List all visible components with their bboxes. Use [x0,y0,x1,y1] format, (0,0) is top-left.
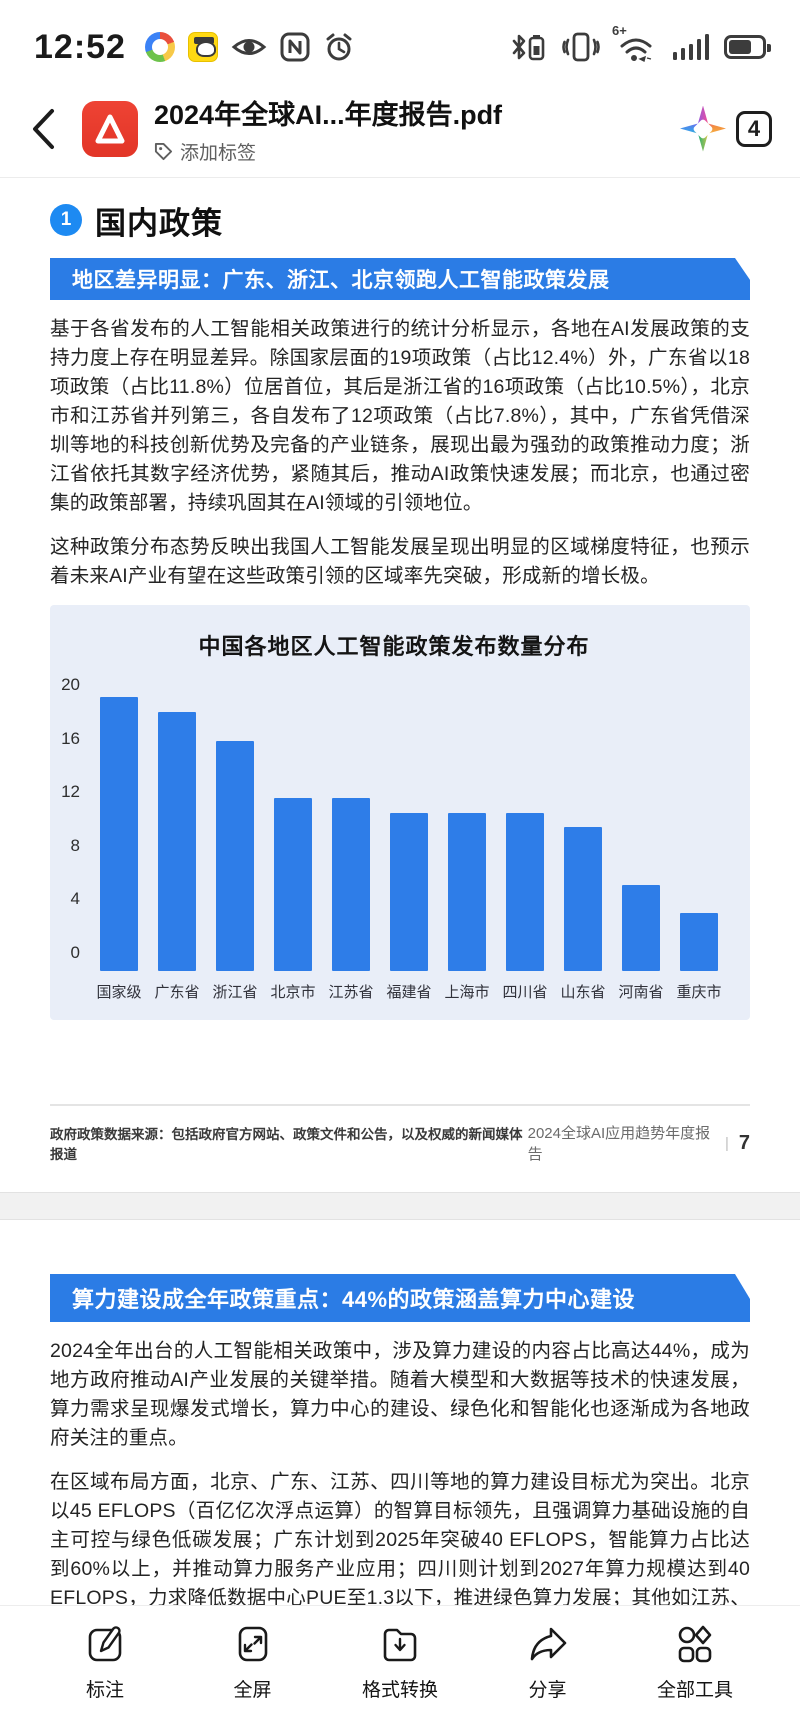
footer-report-title: 2024全球AI应用趋势年度报告 [527,1125,711,1163]
back-chevron-icon [33,108,54,149]
bar-广东省 [158,711,196,971]
y-tick-16: 16 [61,728,80,748]
chart-y-axis: 20 16 12 8 4 0 [60,675,90,963]
fullscreen-button[interactable]: 全屏 [208,1622,298,1727]
fullscreen-icon [238,1626,267,1662]
section-number-badge: 1 [50,204,82,236]
chart-title: 中国各地区人工智能政策发布数量分布 [198,634,590,659]
footer-page-number: 7 [738,1131,750,1154]
bluetooth-battery-icon [506,32,548,62]
page-footer: 政府政策数据来源：包括政府官方网站、政策文件和公告，以及权威的新闻媒体报道 20… [50,1104,750,1164]
x-label-北京市: 北京市 [270,984,316,1001]
bar-河南省 [622,884,660,971]
footer-separator: | [724,1134,729,1152]
x-label-广东省: 广东省 [154,984,200,1001]
pinwheel-app-icon [144,32,175,62]
tool-label: 分享 [528,1680,567,1701]
page-break-gap [0,1192,800,1220]
x-label-浙江省: 浙江省 [212,984,258,1001]
ai-sparkle-icon[interactable] [680,105,726,152]
bar-北京市 [274,798,312,971]
alarm-icon [323,32,355,62]
paragraph: 这种政策分布态势反映出我国人工智能发展呈现出明显的区域梯度特征，也预示着未来AI… [50,536,750,587]
footer-source-note: 政府政策数据来源：包括政府官方网站、政策文件和公告，以及权威的新闻媒体报道 [50,1127,523,1162]
y-tick-20: 20 [61,675,80,694]
bottom-toolbar: 标注 全屏 格式转换 分享 全部工具 [0,1605,800,1727]
document-title: 2024年全球AI...年度报告.pdf [154,99,503,130]
x-label-山东省: 山东省 [560,984,606,1001]
section-banner: 算力建设成全年政策重点：44%的政策涵盖算力中心建设 [50,1274,750,1322]
x-label-江苏省: 江苏省 [328,984,374,1001]
tab-count-button[interactable]: 4 [736,110,772,147]
battery-icon [724,35,771,59]
bar-山东省 [564,827,602,971]
y-tick-8: 8 [70,835,80,855]
section-title: 国内政策 [95,205,223,241]
status-time: 12:52 [34,27,126,66]
vibrate-icon [561,31,601,63]
x-label-重庆市: 重庆市 [676,984,722,1001]
add-tag-button[interactable]: 添加标签 [154,138,674,165]
status-bar: 12:52 6+ [0,0,800,80]
section-banner: 地区差异明显：广东、浙江、北京领跑人工智能政策发展 [50,258,750,300]
paragraph: 2024全年出台的人工智能相关政策中，涉及算力建设的内容占比高达44%，成为地方… [50,1340,750,1449]
tool-label: 标注 [85,1680,124,1701]
annotate-icon [88,1626,122,1662]
y-tick-12: 12 [61,782,80,802]
tab-count: 4 [747,115,761,141]
bar-国家级 [100,697,138,971]
signal-icon [671,32,711,62]
bar-上海市 [448,812,486,971]
bar-四川省 [506,812,544,971]
x-label-河南省: 河南省 [618,984,664,1001]
convert-button[interactable]: 格式转换 [355,1622,445,1727]
pdf-app-icon [82,100,138,157]
bar-福建省 [390,812,428,971]
bar-江苏省 [332,798,370,971]
back-button[interactable] [30,99,74,159]
all-tools-icon [678,1625,712,1663]
tool-label: 全部工具 [656,1680,733,1701]
convert-icon [383,1628,417,1662]
y-tick-4: 4 [70,889,80,909]
eye-protection-icon [231,32,267,62]
tool-label: 全屏 [233,1680,272,1701]
paragraph: 基于各省发布的人工智能相关政策进行的统计分析显示，各地在AI发展政策的支持力度上… [50,318,750,514]
x-label-国家级: 国家级 [96,984,142,1001]
y-tick-0: 0 [70,942,80,962]
share-icon [530,1627,566,1661]
chart-bars [90,683,728,971]
tool-label: 格式转换 [361,1680,438,1701]
bar-浙江省 [216,740,254,971]
tag-icon [154,142,173,160]
footer-divider [50,1104,750,1106]
add-tag-label: 添加标签 [180,142,257,164]
all-tools-button[interactable]: 全部工具 [650,1622,740,1727]
chart-x-labels: 国家级 广东省 浙江省 北京市 江苏省 福建省 上海市 四川省 山东省 河南省 重庆市 [90,981,728,1002]
wifi-badge: 6+ [612,23,627,38]
wifi6-icon: 6+ [612,23,658,64]
pdf-page-7: 1 国内政策 地区差异明显：广东、浙江、北京领跑人工智能政策发展 基于各省发布的… [0,198,800,1164]
share-button[interactable]: 分享 [503,1622,593,1727]
header-bar: 2024年全球AI...年度报告.pdf 添加标签 4 [0,80,800,178]
annotate-button[interactable]: 标注 [60,1622,150,1727]
x-label-四川省: 四川省 [502,984,548,1001]
policy-bar-chart: 中国各地区人工智能政策发布数量分布 20 16 12 8 4 0 国家级 广东省 浙江省 北京市… [50,605,750,1020]
nfc-icon [280,32,310,62]
x-label-上海市: 上海市 [444,984,490,1001]
bar-重庆市 [680,913,718,971]
x-label-福建省: 福建省 [386,984,432,1001]
yellow-app-icon [187,32,218,62]
